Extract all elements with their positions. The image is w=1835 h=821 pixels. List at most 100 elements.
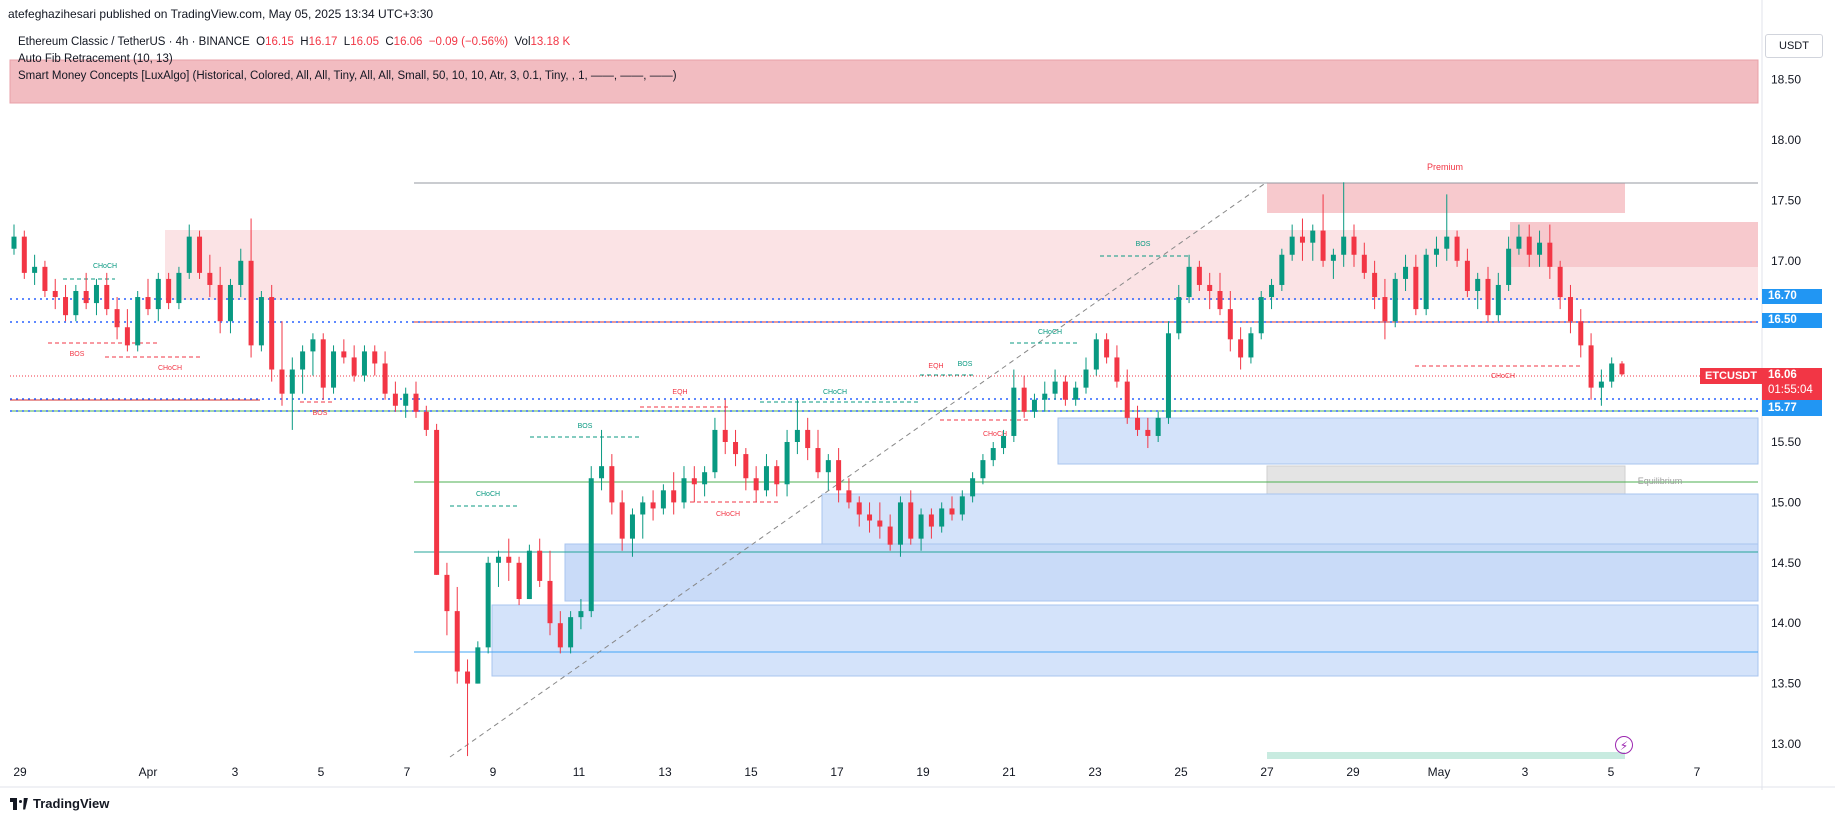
candle-body-8 (93, 284, 99, 304)
indicator-smc[interactable]: Smart Money Concepts [LuxAlgo] (Historic… (18, 70, 677, 82)
discount-bar (1267, 752, 1625, 759)
low-label: L (343, 36, 351, 48)
high-label: H (300, 36, 309, 48)
candle-body-90 (939, 508, 945, 527)
demand-zone-4 (491, 604, 1759, 677)
candle-body-91 (949, 508, 955, 515)
demand-zone-3 (564, 543, 1759, 602)
candle-body-11 (124, 327, 130, 346)
x-tick-11: 21 (1002, 765, 1016, 779)
tradingview-icon (10, 797, 28, 810)
price-tag-16-70: 16.70 (1762, 289, 1822, 305)
candle-body-33 (351, 357, 357, 376)
candle-body-155 (1609, 363, 1615, 382)
candle-body-18 (197, 236, 203, 273)
candle-body-58 (609, 466, 615, 503)
candle-body-68 (712, 429, 718, 473)
candle-body-69 (722, 429, 728, 442)
y-tick-10: 13.50 (1771, 677, 1801, 691)
price-tag-15-77: 15.77 (1762, 401, 1822, 417)
structure-label-3: BOS (313, 410, 328, 417)
lightning-icon[interactable]: ⚡ (1615, 736, 1633, 754)
structure-label-9: EQH (928, 363, 943, 370)
y-tick-8: 14.50 (1771, 556, 1801, 570)
candle-body-77 (805, 429, 811, 449)
supply-zone-wide (165, 230, 1758, 300)
candle-body-145 (1506, 248, 1512, 285)
candle-body-37 (392, 393, 398, 406)
chart-legend: Ethereum Classic / TetherUS · 4h · BINAN… (18, 34, 677, 85)
candle-body-5 (63, 297, 69, 316)
candle-body-76 (794, 429, 800, 442)
candle-body-51 (537, 550, 543, 581)
candle-body-73 (763, 466, 769, 491)
candle-body-64 (671, 490, 677, 503)
close-label: C (385, 36, 394, 48)
structure-label-12: CHoCH (1038, 329, 1062, 336)
demand-zone-1 (1057, 417, 1759, 465)
structure-label-16: Equilibrium (1638, 476, 1683, 486)
x-tick-7: 13 (658, 765, 672, 779)
x-tick-8: 15 (744, 765, 758, 779)
tradingview-logo[interactable]: TradingView (10, 796, 109, 811)
symbol-title: Ethereum Classic / TetherUS · 4h · BINAN… (18, 36, 250, 48)
candle-body-139 (1444, 236, 1450, 249)
candle-body-95 (990, 448, 996, 461)
candle-body-82 (856, 502, 862, 515)
candle-body-156 (1619, 363, 1625, 375)
currency-selector[interactable]: USDT (1765, 34, 1823, 58)
open-label: O (256, 36, 266, 48)
candle-body-89 (928, 514, 934, 527)
candle-body-132 (1372, 272, 1378, 298)
candle-body-46 (485, 562, 491, 648)
candle-body-93 (970, 478, 976, 497)
candle-body-106 (1104, 339, 1110, 358)
candle-body-43 (454, 611, 460, 672)
candle-body-49 (516, 562, 522, 600)
candle-body-85 (887, 526, 893, 545)
candle-body-148 (1537, 242, 1543, 255)
candle-body-19 (207, 272, 213, 285)
y-tick-3: 17.00 (1771, 254, 1801, 268)
structure-label-11: CHoCH (983, 431, 1007, 438)
candle-body-124 (1289, 236, 1295, 255)
candle-body-28 (300, 351, 306, 370)
y-tick-9: 14.00 (1771, 616, 1801, 630)
candle-body-149 (1547, 242, 1553, 267)
candle-body-122 (1269, 284, 1275, 298)
candle-body-99 (1031, 399, 1037, 412)
candle-body-152 (1578, 321, 1584, 346)
bar-countdown: 01:55:04 (1768, 384, 1813, 396)
candle-body-96 (1001, 435, 1007, 449)
x-tick-6: 11 (573, 765, 586, 779)
candle-body-30 (320, 339, 326, 388)
structure-label-13: BOS (1136, 241, 1151, 248)
candle-body-88 (918, 514, 924, 539)
candle-body-86 (897, 502, 903, 545)
candle-body-35 (372, 351, 378, 364)
candle-body-6 (73, 291, 79, 316)
candle-body-118 (1227, 309, 1233, 340)
y-tick-7: 15.00 (1771, 495, 1801, 509)
indicator-fib[interactable]: Auto Fib Retracement (10, 13) (18, 53, 173, 65)
candle-body-141 (1464, 260, 1470, 291)
low-value: 16.05 (350, 36, 379, 48)
symbol-row[interactable]: Ethereum Classic / TetherUS · 4h · BINAN… (18, 34, 677, 51)
x-tick-2: 3 (232, 765, 239, 779)
candle-body-133 (1382, 297, 1388, 322)
candle-body-56 (588, 478, 594, 612)
x-tick-1: Apr (139, 765, 158, 779)
candle-body-10 (114, 309, 120, 328)
candle-body-80 (836, 460, 842, 491)
x-tick-12: 23 (1088, 765, 1102, 779)
candle-body-116 (1207, 284, 1213, 291)
candle-body-60 (629, 514, 635, 539)
x-tick-13: 25 (1174, 765, 1188, 779)
candle-body-36 (382, 363, 388, 394)
candle-body-50 (526, 550, 532, 600)
candle-body-4 (52, 291, 58, 298)
candle-body-47 (495, 556, 501, 563)
candle-body-55 (578, 611, 584, 618)
candle-body-14 (155, 278, 161, 310)
